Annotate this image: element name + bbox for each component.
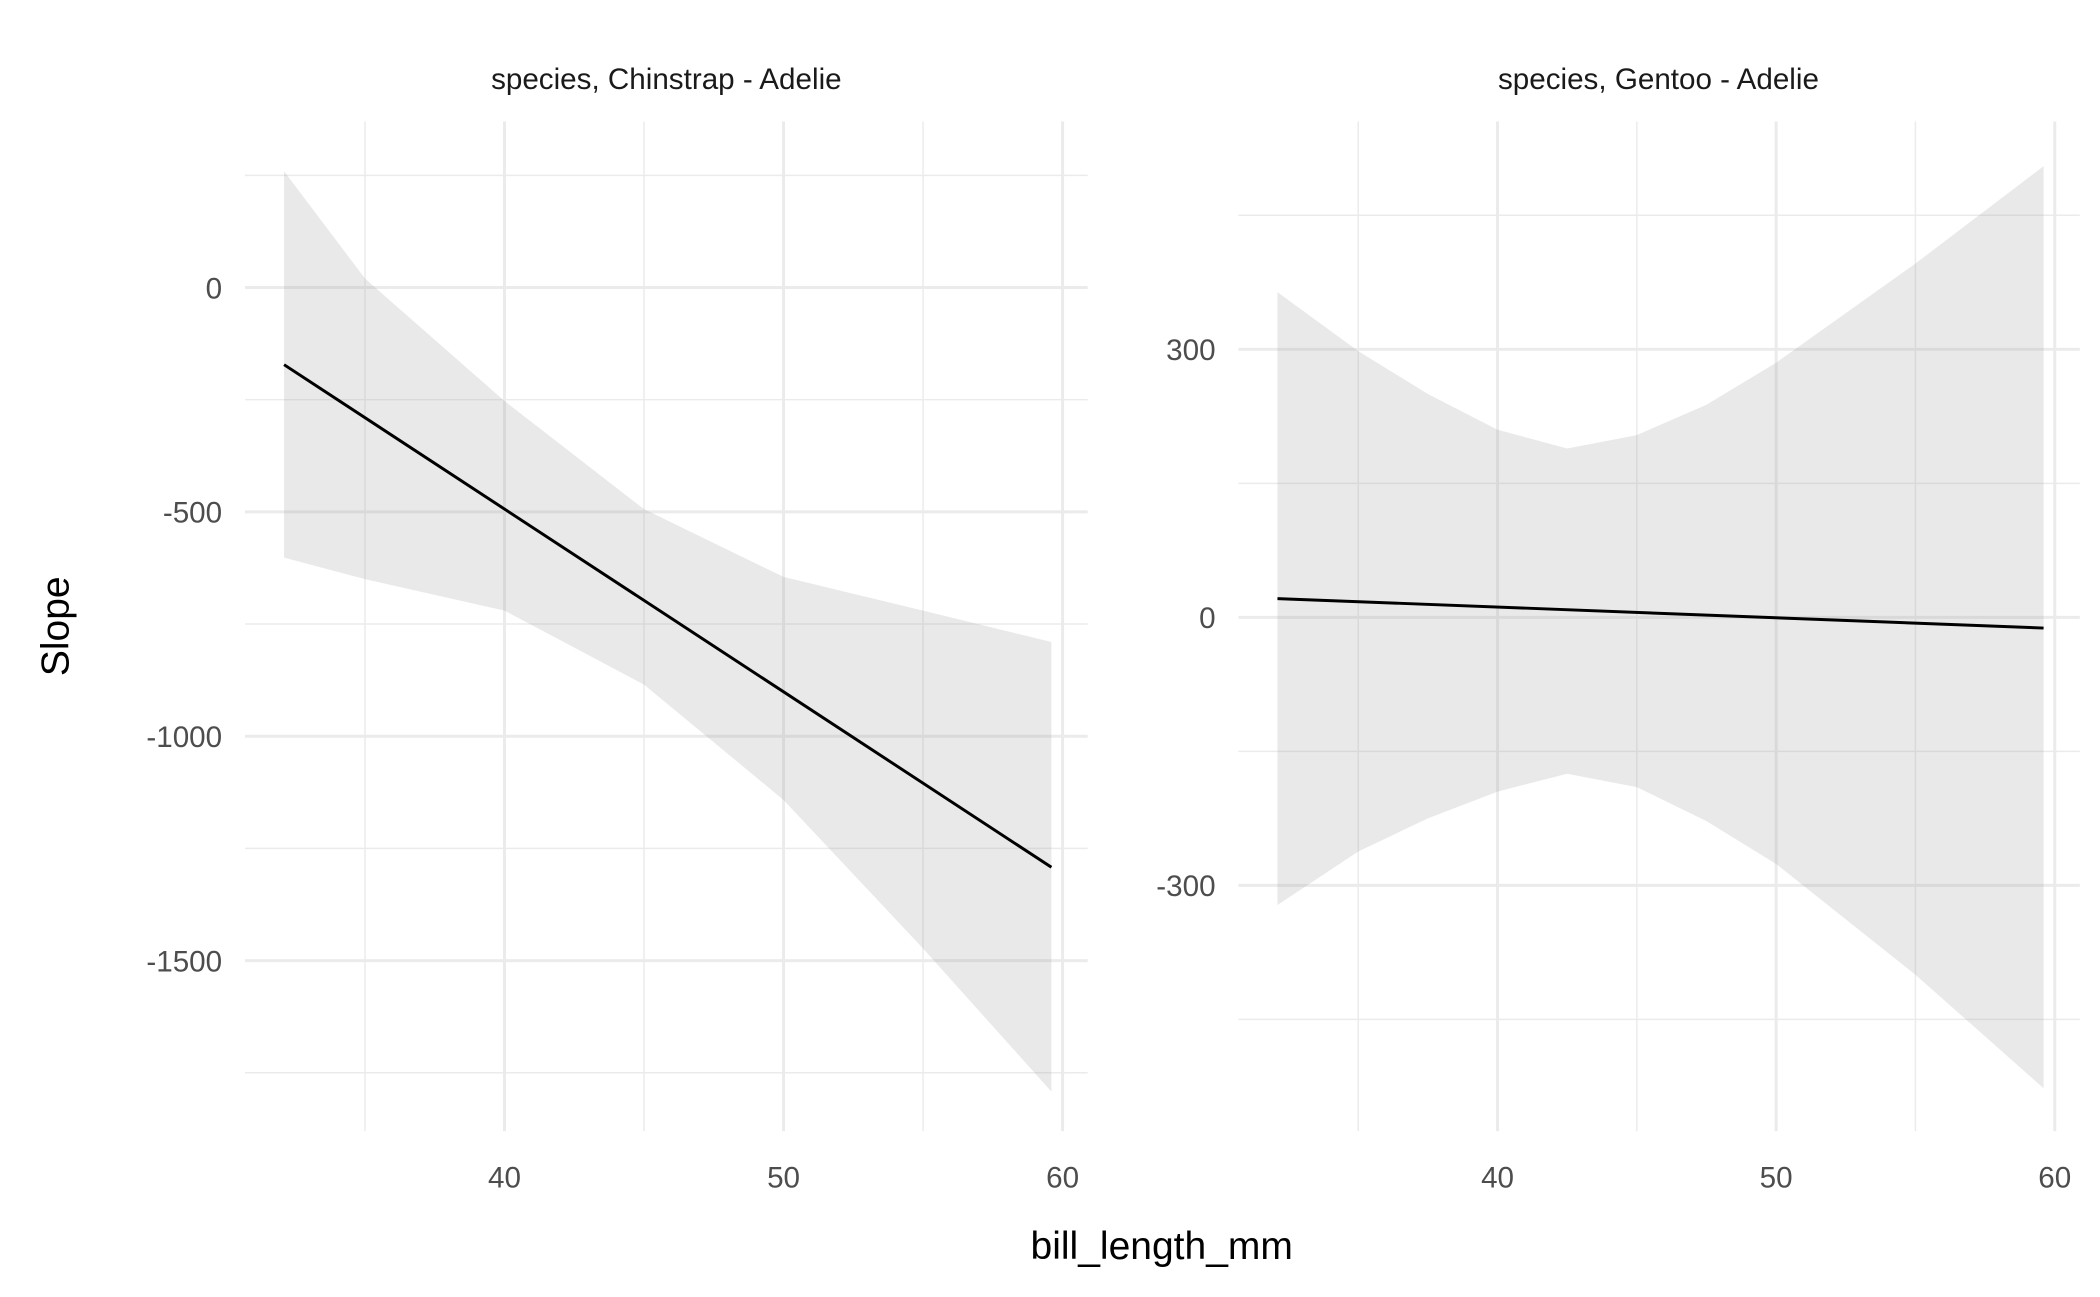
y-axis-title: Slope	[35, 576, 78, 676]
gridlines	[1238, 121, 2080, 1132]
y-tick-label: 0	[1199, 602, 1215, 635]
y-tick-label: -1500	[146, 945, 222, 978]
x-tick-label: 60	[2038, 1162, 2071, 1195]
x-tick-label: 40	[488, 1162, 521, 1195]
x-tick-label: 50	[767, 1162, 800, 1195]
y-tick-label: -1000	[146, 721, 222, 754]
y-tick-label: -300	[1156, 870, 1215, 903]
confidence-ribbon	[284, 171, 1052, 1092]
x-tick-label: 50	[1760, 1162, 1793, 1195]
strip-title-gentoo: species, Gentoo - Adelie	[1498, 63, 1819, 96]
strip-title-chinstrap: species, Chinstrap - Adelie	[491, 63, 842, 96]
panel-gentoo-adelie: species, Gentoo - Adelie 300 0 -300 40 50 60	[1156, 63, 2080, 1195]
y-tick-label: 0	[206, 272, 222, 305]
slope-line	[283, 363, 1053, 869]
panel-chinstrap-adelie: species, Chinstrap - Adelie 0 -500 -1000 -1…	[146, 63, 1088, 1195]
x-axis-title: bill_length_mm	[1031, 1225, 1293, 1268]
y-tick-label: -500	[163, 497, 222, 530]
x-tick-label: 60	[1046, 1162, 1079, 1195]
x-tick-label: 40	[1481, 1162, 1514, 1195]
confidence-ribbon	[1277, 166, 2044, 1089]
y-tick-label: 300	[1166, 334, 1215, 367]
gridlines	[245, 121, 1088, 1132]
slope-line	[1277, 597, 2044, 630]
